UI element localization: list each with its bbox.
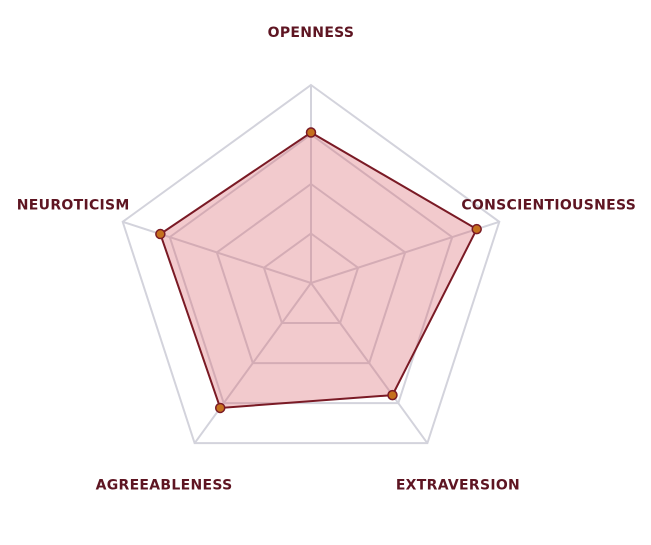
axis-spoke [122, 220, 312, 284]
grid-ring [121, 83, 501, 445]
axis-label: CONSCIENTIOUSNESS [461, 198, 636, 214]
data-point [387, 389, 398, 401]
axis-label: AGREEABLENESS [96, 477, 233, 493]
grid-ring [262, 232, 360, 325]
axis-label: NEUROTICISM [17, 198, 130, 214]
data-point [214, 402, 226, 414]
data-point [305, 127, 317, 138]
axis-spoke [310, 282, 429, 444]
axis-label: EXTRAVERSION [396, 477, 520, 493]
data-point [155, 228, 166, 240]
axis-label: OPENNESS [268, 25, 355, 41]
axis-spoke [310, 220, 500, 284]
grid-ring [168, 133, 454, 405]
grid-ring [215, 182, 407, 365]
data-point [471, 223, 482, 235]
axis-spoke [193, 282, 312, 444]
radar-area [159, 131, 479, 409]
